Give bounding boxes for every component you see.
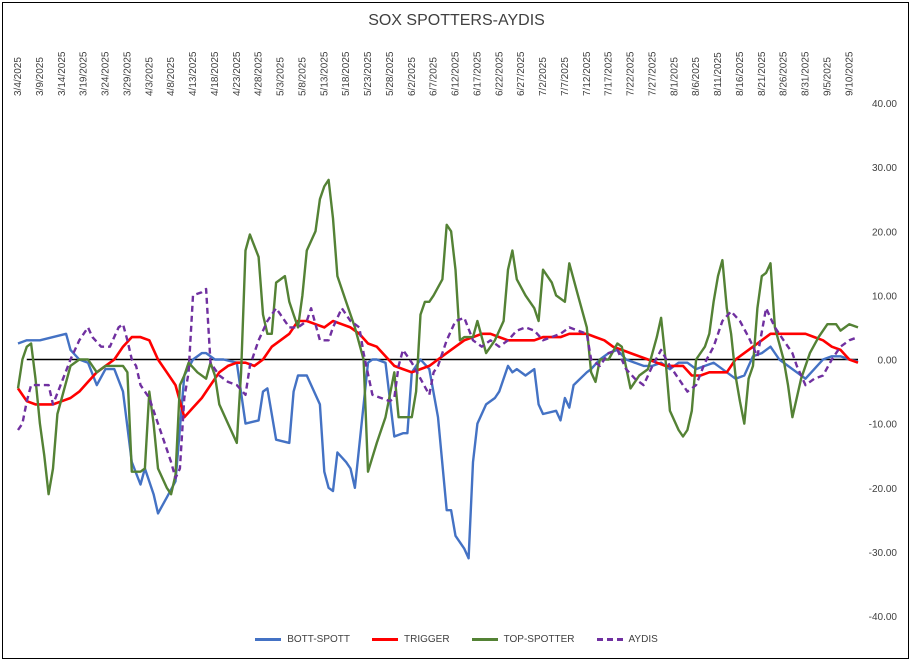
x-tick-label: 3/9/2025 (35, 57, 46, 96)
x-tick-label: 4/18/2025 (210, 51, 221, 96)
x-tick-label: 8/11/2025 (713, 52, 724, 96)
y-tick-label: 0.00 (878, 356, 898, 367)
x-tick-label: 5/23/2025 (363, 51, 374, 96)
x-tick-label: 4/23/2025 (232, 51, 243, 96)
x-tick-label: 4/28/2025 (254, 51, 265, 96)
legend-swatch (255, 638, 282, 641)
y-tick-label: 20.00 (872, 227, 897, 238)
x-axis-ticks: 3/4/2025 3/9/2025 3/14/2025 3/19/2025 3/24/2… (13, 51, 855, 96)
x-tick-label: 6/7/2025 (429, 57, 440, 96)
x-tick-label: 3/19/2025 (79, 51, 90, 96)
x-tick-label: 4/13/2025 (188, 51, 199, 96)
legend-swatch (596, 638, 623, 641)
y-tick-label: -40.00 (869, 612, 898, 623)
x-tick-label: 6/17/2025 (472, 51, 483, 96)
x-tick-label: 7/17/2025 (604, 51, 615, 96)
y-tick-label: 10.00 (872, 291, 897, 302)
x-tick-label: 5/18/2025 (341, 51, 352, 96)
x-tick-label: 8/31/2025 (801, 51, 812, 96)
x-tick-label: 7/22/2025 (626, 51, 637, 96)
x-tick-label: 3/14/2025 (57, 51, 68, 96)
x-tick-label: 8/16/2025 (735, 51, 746, 96)
x-tick-label: 5/28/2025 (385, 51, 396, 96)
x-tick-label: 8/1/2025 (669, 57, 680, 96)
legend-label: TRIGGER (404, 634, 450, 645)
y-tick-label: -20.00 (869, 484, 898, 495)
x-tick-label: 6/22/2025 (494, 51, 505, 96)
legend-item: AYDIS (596, 634, 658, 645)
series-line-bott-spott (17, 332, 859, 560)
y-tick-label: 40.00 (872, 99, 897, 110)
x-tick-label: 9/5/2025 (822, 57, 833, 96)
x-tick-label: 5/8/2025 (297, 57, 308, 96)
x-tick-label: 3/24/2025 (101, 51, 112, 96)
legend-swatch (471, 638, 498, 641)
legend-item: BOTT-SPOTT (255, 634, 350, 645)
x-tick-label: 9/10/2025 (844, 51, 855, 96)
x-tick-label: 4/8/2025 (166, 57, 177, 96)
x-tick-label: 4/3/2025 (144, 57, 155, 96)
x-tick-label: 7/7/2025 (560, 57, 571, 96)
series-group (16, 178, 859, 560)
x-tick-label: 8/26/2025 (779, 51, 790, 96)
x-tick-label: 3/4/2025 (13, 57, 24, 96)
series-line-trigger (16, 319, 859, 419)
x-tick-label: 8/6/2025 (691, 57, 702, 96)
x-tick-label: 7/2/2025 (538, 57, 549, 96)
y-tick-label: -10.00 (869, 420, 898, 431)
x-tick-label: 3/29/2025 (122, 51, 133, 96)
x-tick-label: 7/12/2025 (582, 51, 593, 96)
y-tick-label: 30.00 (872, 163, 897, 174)
legend: BOTT-SPOTT TRIGGER TOP-SPOTTER AYDIS (0, 634, 913, 645)
legend-item: TRIGGER (372, 634, 450, 645)
y-tick-label: -30.00 (869, 548, 898, 559)
x-tick-label: 6/12/2025 (451, 51, 462, 96)
x-tick-label: 7/27/2025 (647, 51, 658, 96)
series-line-top-spotter (16, 178, 859, 496)
x-tick-label: 6/27/2025 (516, 51, 527, 96)
y-axis-ticks: 40.00 30.00 20.00 10.00 0.00 -10.00 -20.00 -30.… (869, 99, 898, 623)
legend-label: AYDIS (628, 634, 658, 645)
legend-swatch (372, 638, 398, 641)
series-line-aydis (17, 287, 859, 480)
legend-item: TOP-SPOTTER (471, 634, 575, 645)
chart-title: SOX SPOTTERS-AYDIS (368, 12, 545, 29)
legend-label: TOP-SPOTTER (503, 634, 575, 645)
x-tick-label: 6/2/2025 (407, 57, 418, 96)
x-tick-label: 5/13/2025 (319, 51, 330, 96)
legend-label: BOTT-SPOTT (287, 634, 350, 645)
x-tick-label: 5/3/2025 (276, 57, 287, 96)
x-tick-label: 8/21/2025 (757, 51, 768, 96)
